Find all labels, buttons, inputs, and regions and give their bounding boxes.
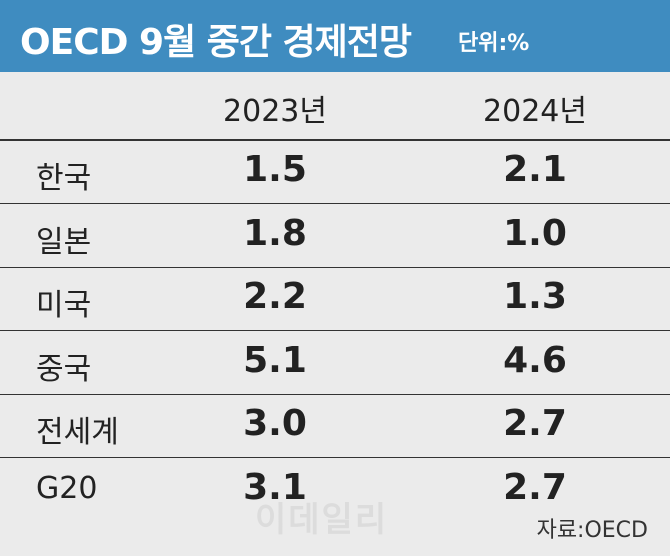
cell-value: 1.5 [243, 149, 307, 190]
cell-value: 1.0 [503, 212, 567, 254]
row-rule [0, 330, 670, 331]
column-header: 2024년 [483, 94, 587, 129]
row-label: 전세계 [36, 415, 119, 450]
row-rule [0, 457, 670, 458]
header-bar: OECD 9월 중간 경제전망 단위:% [0, 0, 670, 72]
column-header: 2023년 [223, 94, 327, 129]
watermark: 이데일리 [255, 500, 389, 540]
cell-value: 3.0 [243, 403, 307, 444]
cell-value: 1.8 [243, 212, 307, 254]
row-rule [0, 203, 670, 204]
table-row: 한국 1.5 2.1 [0, 141, 670, 204]
row-label: 일본 [36, 224, 92, 260]
row-rule [0, 393, 670, 395]
table-row: G20 3.1 2.7 [0, 459, 670, 522]
title: OECD 9월 중간 경제전망 [20, 22, 412, 63]
table-row: 전세계 3.0 2.7 [0, 395, 670, 458]
unit: 단위:% [458, 31, 530, 56]
table-row: 일본 1.8 1.0 [0, 205, 670, 268]
row-label: G20 [36, 470, 98, 506]
cell-value: 5.1 [243, 339, 307, 381]
row-rule [0, 266, 670, 268]
header-rule [0, 139, 670, 141]
cell-value: 4.6 [503, 339, 567, 381]
cell-value: 2.2 [243, 276, 307, 317]
cell-value: 2.1 [503, 149, 567, 190]
cell-value: 1.3 [503, 276, 567, 317]
row-label: 한국 [36, 161, 92, 196]
table-row: 중국 5.1 4.6 [0, 332, 670, 395]
row-label: 미국 [36, 288, 92, 323]
row-label: 중국 [36, 351, 92, 387]
cell-value: 2.7 [503, 466, 567, 508]
cell-value: 2.7 [503, 403, 567, 444]
table-row: 미국 2.2 1.3 [0, 268, 670, 331]
cell-value: 3.1 [243, 466, 307, 508]
source: 자료:OECD [536, 518, 648, 543]
